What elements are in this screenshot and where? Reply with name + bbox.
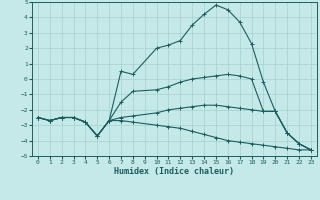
X-axis label: Humidex (Indice chaleur): Humidex (Indice chaleur) <box>115 167 234 176</box>
